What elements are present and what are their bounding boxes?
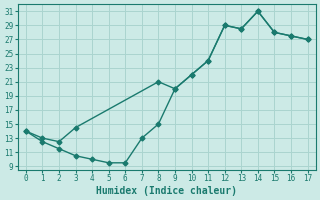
X-axis label: Humidex (Indice chaleur): Humidex (Indice chaleur) — [96, 186, 237, 196]
